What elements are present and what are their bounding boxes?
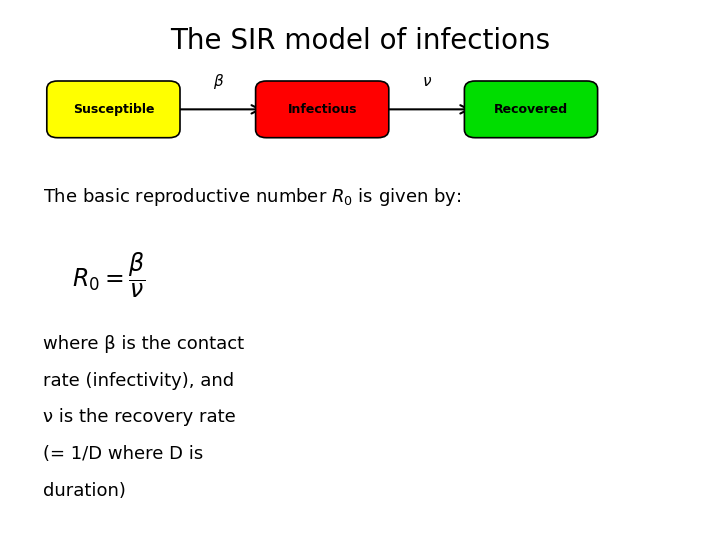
Text: (= 1/D where D is: (= 1/D where D is: [43, 445, 204, 463]
Text: Infectious: Infectious: [287, 103, 357, 116]
Text: The SIR model of infections: The SIR model of infections: [170, 27, 550, 55]
Text: ν: ν: [423, 74, 431, 89]
FancyBboxPatch shape: [256, 81, 389, 138]
FancyBboxPatch shape: [464, 81, 598, 138]
Text: where β is the contact: where β is the contact: [43, 335, 244, 353]
FancyBboxPatch shape: [47, 81, 180, 138]
Text: Recovered: Recovered: [494, 103, 568, 116]
Text: β: β: [213, 74, 223, 89]
Text: rate (infectivity), and: rate (infectivity), and: [43, 372, 234, 389]
Text: Susceptible: Susceptible: [73, 103, 154, 116]
Text: $R_0 = \dfrac{\beta}{\nu}$: $R_0 = \dfrac{\beta}{\nu}$: [72, 251, 145, 300]
Text: ν is the recovery rate: ν is the recovery rate: [43, 408, 236, 426]
Text: The basic reproductive number $R_0$ is given by:: The basic reproductive number $R_0$ is g…: [43, 186, 462, 208]
Text: duration): duration): [43, 482, 126, 500]
